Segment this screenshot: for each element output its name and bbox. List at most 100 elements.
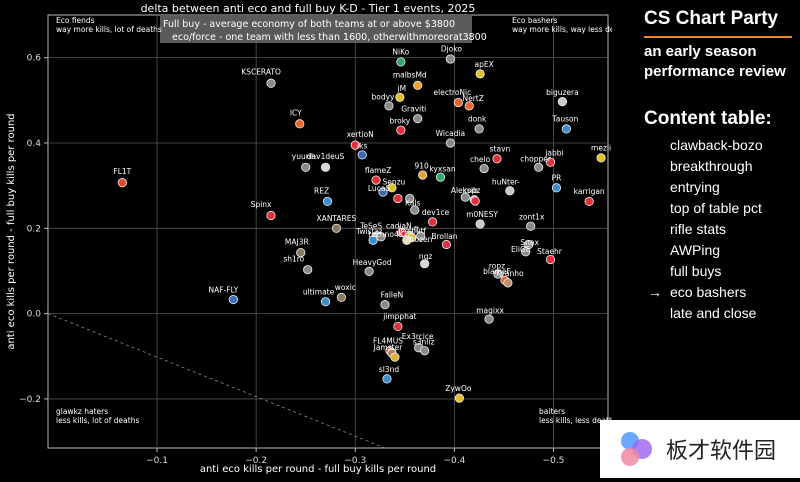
point-label: TeSeS <box>359 221 382 230</box>
point-label: kyxsan <box>429 165 455 174</box>
toc-item[interactable]: late and close <box>648 302 763 323</box>
x-tick-label: −0.5 <box>543 456 565 466</box>
toc-item[interactable]: AWPing <box>648 239 763 260</box>
data-point <box>357 150 367 160</box>
point-label: Spinx <box>251 200 272 209</box>
data-point <box>396 57 406 67</box>
toc-item-label: full buys <box>670 262 722 279</box>
data-point <box>545 157 556 167</box>
point-label: apEX <box>474 60 493 69</box>
point-label: techno4K <box>368 230 405 239</box>
data-point <box>397 227 407 238</box>
x-axis-label: anti eco kills per round - full buy kill… <box>200 464 436 475</box>
point-label: HeavyGod <box>353 258 392 267</box>
point-label: electroNic <box>434 88 472 97</box>
point-label: frozen <box>409 235 433 244</box>
point-label: donk <box>468 115 487 124</box>
data-point <box>413 80 423 90</box>
toc-item[interactable]: rifle stats <box>648 218 763 239</box>
data-point <box>322 196 333 207</box>
watermark-text: 板才软件园 <box>666 439 777 464</box>
data-point <box>413 114 423 124</box>
data-point <box>484 314 494 324</box>
legend-line: Full buy - average economy of both teams… <box>163 19 455 30</box>
data-point <box>393 193 403 204</box>
quadrant-label: less kills, lot of deaths <box>56 416 139 425</box>
point-label: sh1ro <box>283 255 304 264</box>
data-point <box>410 205 420 215</box>
toc-item[interactable]: entrying <box>648 176 763 197</box>
point-label: Staehr <box>537 247 563 256</box>
data-point <box>454 393 464 403</box>
scatter-chart: −0.1 −0.2 −0.3 −0.4 −0.5 0.6 0.4 0.2 0.0 −0.2 delt… <box>6 2 631 475</box>
point-label: 910 <box>414 162 429 171</box>
toc-item[interactable]: → eco bashers <box>648 281 763 302</box>
point-label: Aleksib <box>451 186 478 195</box>
point-label: yuurih <box>292 152 316 161</box>
point-label: dav1deuS <box>307 152 345 161</box>
point-label: nqz <box>419 252 433 261</box>
point-label: huNter- <box>492 177 520 186</box>
data-point <box>492 154 502 164</box>
point-label: ZywOo <box>445 384 472 393</box>
y-tick-label: 0.0 <box>27 310 42 320</box>
point-label: broky <box>389 116 410 125</box>
point-label: magixx <box>476 306 504 315</box>
point-label: FL1T <box>113 167 131 176</box>
quadrant-label: Eco fiends <box>56 16 95 25</box>
data-point <box>295 119 305 129</box>
point-label: Twistzz <box>355 227 382 236</box>
data-point <box>475 219 485 229</box>
data-point <box>371 175 381 185</box>
point-label: XANTARES <box>317 214 357 223</box>
toc-item[interactable]: clawback-bozo <box>648 134 763 155</box>
point-label: LucaS <box>368 184 391 193</box>
point-label: MAJ3R <box>285 238 309 247</box>
data-point <box>350 140 360 150</box>
data-point <box>557 97 568 107</box>
toc-item-label: late and close <box>670 304 757 321</box>
point-label: Tauson <box>551 115 578 124</box>
x-tick-label: −0.1 <box>146 456 168 466</box>
point-label: woxic <box>335 283 356 292</box>
data-point <box>445 138 456 148</box>
data-point <box>441 239 452 250</box>
quadrant-label: less kills, less deaths <box>539 416 612 425</box>
point-label: Kals <box>405 199 420 208</box>
toc-item[interactable]: breakthrough <box>648 155 763 176</box>
data-point <box>460 192 470 202</box>
data-point <box>228 294 238 305</box>
point-label: jimpphat <box>382 312 416 321</box>
toc-item[interactable]: top of table pct <box>648 197 763 218</box>
legend-box <box>160 16 472 43</box>
data-point <box>470 196 480 206</box>
point-label: PR <box>552 174 562 183</box>
point-label: Senzu <box>382 177 405 186</box>
point-label: sputf <box>407 226 426 235</box>
point-label: biguzera <box>546 88 579 97</box>
toc-list: clawback-bozo breakthrough entrying top of … <box>648 134 763 323</box>
toc-item[interactable]: full buys <box>648 260 763 281</box>
data-point <box>503 278 513 288</box>
point-label: jesuft <box>397 225 419 234</box>
quadrant-label: glawkz haters <box>56 407 108 416</box>
data-point <box>596 153 606 163</box>
point-label: Snax <box>520 238 539 247</box>
data-point <box>584 196 594 207</box>
point-label: Brollan <box>431 232 457 241</box>
point-label: NiKo <box>392 48 409 57</box>
data-point <box>479 163 489 174</box>
point-label: s3nliz <box>413 337 435 346</box>
y-tick-label: 0.6 <box>27 54 42 64</box>
data-point <box>320 162 331 172</box>
data-point <box>395 92 405 102</box>
point-label: flameZ <box>365 166 391 175</box>
data-point <box>474 124 484 134</box>
point-label: zont1x <box>519 212 545 221</box>
x-tick-label: −0.2 <box>245 456 267 466</box>
point-label: jabbi <box>544 148 563 157</box>
data-point <box>445 54 456 64</box>
data-point <box>301 162 311 172</box>
data-point <box>420 346 430 356</box>
y-tick-label: 0.4 <box>27 139 42 149</box>
